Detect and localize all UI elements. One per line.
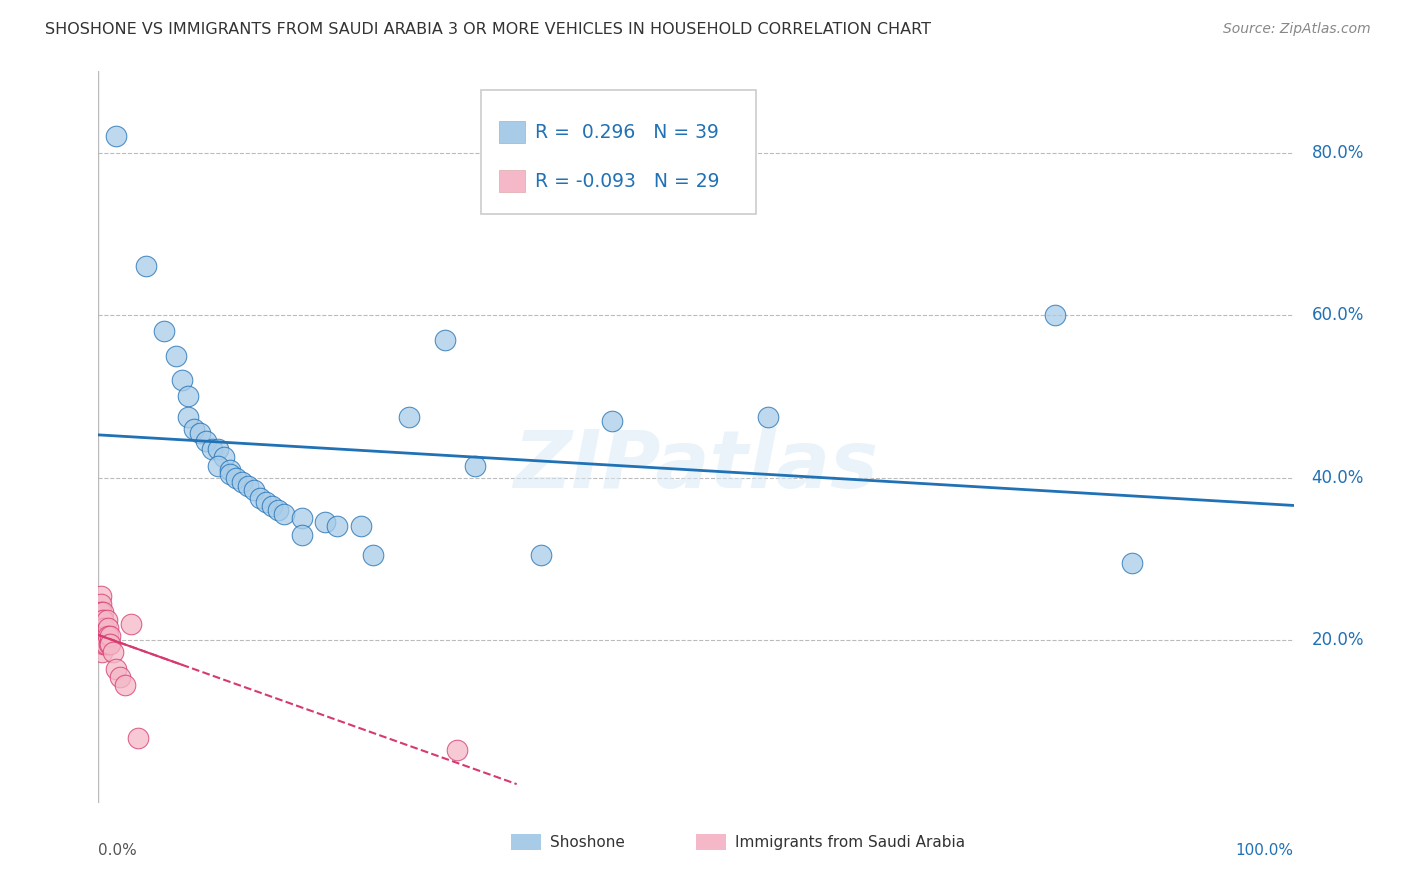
Point xyxy=(1121,556,1143,570)
Point xyxy=(219,462,242,476)
Point xyxy=(94,637,117,651)
Point xyxy=(93,629,115,643)
Point xyxy=(101,645,124,659)
Point xyxy=(291,511,314,525)
Point xyxy=(434,333,457,347)
Point xyxy=(91,621,114,635)
Point xyxy=(90,589,112,603)
Point xyxy=(267,503,290,517)
Point xyxy=(177,409,200,424)
Text: 100.0%: 100.0% xyxy=(1236,843,1294,858)
Point xyxy=(114,678,136,692)
Point xyxy=(326,519,349,533)
Point xyxy=(90,597,112,611)
Point xyxy=(90,605,112,619)
Point xyxy=(398,409,420,424)
Point xyxy=(127,731,149,745)
Point xyxy=(243,483,266,497)
FancyBboxPatch shape xyxy=(481,90,756,214)
Point xyxy=(249,491,271,505)
Point xyxy=(98,637,121,651)
Point xyxy=(93,621,115,635)
Text: 60.0%: 60.0% xyxy=(1312,306,1364,324)
Point xyxy=(188,425,211,440)
Text: 40.0%: 40.0% xyxy=(1312,468,1364,487)
Point xyxy=(93,637,115,651)
Text: 80.0%: 80.0% xyxy=(1312,144,1364,161)
Bar xyxy=(510,834,541,850)
Point xyxy=(91,629,114,643)
Point xyxy=(207,458,229,473)
Text: 20.0%: 20.0% xyxy=(1312,632,1364,649)
Point xyxy=(291,527,314,541)
Bar xyxy=(499,121,524,143)
Text: Shoshone: Shoshone xyxy=(550,835,626,850)
Point xyxy=(105,662,128,676)
Point xyxy=(260,499,283,513)
Text: R = -0.093   N = 29: R = -0.093 N = 29 xyxy=(534,171,718,191)
Point xyxy=(94,629,117,643)
Bar xyxy=(499,170,524,192)
Point xyxy=(177,389,200,403)
Point xyxy=(363,548,385,562)
Point xyxy=(225,471,247,485)
Point xyxy=(464,458,486,473)
Text: ZIPatlas: ZIPatlas xyxy=(513,427,879,506)
Point xyxy=(135,260,157,274)
Point xyxy=(756,409,779,424)
Point xyxy=(91,613,114,627)
Point xyxy=(91,637,114,651)
Point xyxy=(446,743,468,757)
Point xyxy=(153,325,176,339)
Text: R =  0.296   N = 39: R = 0.296 N = 39 xyxy=(534,122,718,142)
Point xyxy=(105,129,128,144)
Point xyxy=(165,349,187,363)
Point xyxy=(201,442,224,457)
Point xyxy=(231,475,253,489)
Point xyxy=(254,495,277,509)
Point xyxy=(97,621,120,635)
Point xyxy=(350,519,373,533)
Point xyxy=(96,613,118,627)
Point xyxy=(91,605,114,619)
Point xyxy=(91,613,114,627)
Point xyxy=(98,637,122,651)
Point xyxy=(273,508,295,522)
Point xyxy=(602,414,624,428)
Point xyxy=(91,621,114,635)
Point xyxy=(97,629,120,643)
Point xyxy=(98,629,122,643)
Text: 0.0%: 0.0% xyxy=(98,843,138,858)
Point xyxy=(172,373,194,387)
Point xyxy=(195,434,218,449)
Text: Immigrants from Saudi Arabia: Immigrants from Saudi Arabia xyxy=(735,835,966,850)
Point xyxy=(207,442,229,457)
Text: SHOSHONE VS IMMIGRANTS FROM SAUDI ARABIA 3 OR MORE VEHICLES IN HOUSEHOLD CORRELA: SHOSHONE VS IMMIGRANTS FROM SAUDI ARABIA… xyxy=(45,22,931,37)
Point xyxy=(183,422,205,436)
Point xyxy=(1043,308,1066,322)
Point xyxy=(236,479,259,493)
Point xyxy=(108,670,131,684)
Bar xyxy=(696,834,725,850)
Point xyxy=(212,450,235,465)
Point xyxy=(219,467,242,481)
Point xyxy=(91,645,114,659)
Point xyxy=(530,548,553,562)
Text: Source: ZipAtlas.com: Source: ZipAtlas.com xyxy=(1223,22,1371,37)
Point xyxy=(315,516,337,530)
Point xyxy=(120,617,142,632)
